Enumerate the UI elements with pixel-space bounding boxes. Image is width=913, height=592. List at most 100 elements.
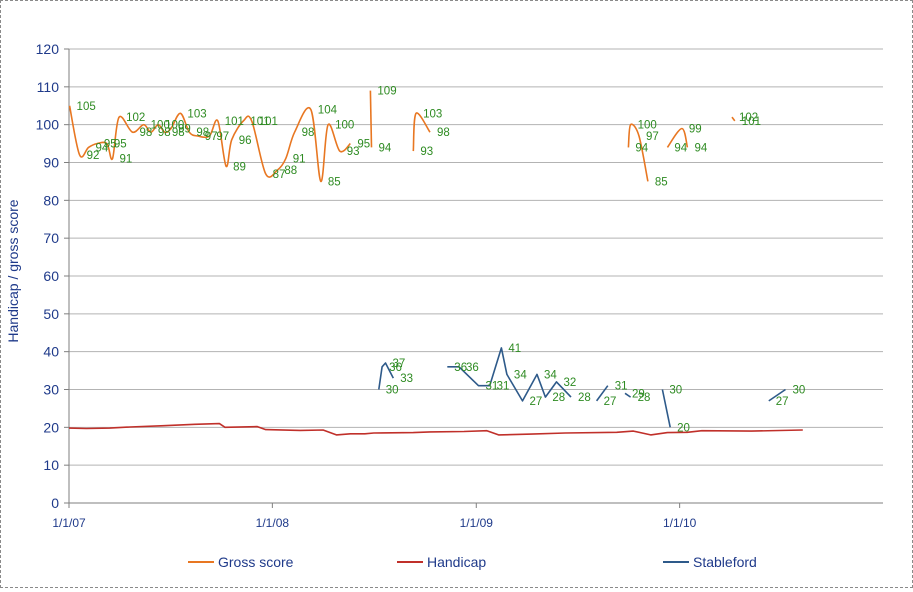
gross-score-data-label: 103 <box>187 108 206 120</box>
gross-score-data-label: 98 <box>140 127 153 139</box>
gross-score-data-label: 100 <box>151 120 170 132</box>
stableford-data-label: 36 <box>454 362 467 374</box>
y-tick-label: 70 <box>43 230 59 246</box>
y-tick-label: 100 <box>36 117 60 133</box>
y-tick-label: 60 <box>43 268 59 284</box>
stableford-line <box>378 362 395 390</box>
stableford-line <box>624 392 632 398</box>
grid-layer <box>69 48 883 466</box>
gross-score-data-label: 100 <box>165 120 184 132</box>
gross-score-data-label: 100 <box>335 120 354 132</box>
gross-score-data-label: 94 <box>635 142 648 154</box>
gross-score-data-label: 98 <box>158 127 171 139</box>
gross-score-data-label: 99 <box>689 123 702 135</box>
gross-score-data-label: 95 <box>114 139 127 151</box>
y-tick-label: 80 <box>43 192 59 208</box>
gross-score-data-label: 99 <box>178 123 191 135</box>
gross-score-data-label: 85 <box>655 176 668 188</box>
stableford-data-label: 36 <box>466 362 479 374</box>
stableford-data-label: 30 <box>386 385 399 397</box>
gross-score-line <box>412 112 431 152</box>
y-tick-label: 0 <box>51 495 59 511</box>
gross-score-data-label: 94 <box>379 142 392 154</box>
gross-score-data-label: 102 <box>739 112 758 124</box>
stableford-data-label: 20 <box>677 422 690 434</box>
x-tick-label: 1/1/07 <box>52 516 86 530</box>
handicap-line <box>68 422 803 436</box>
gross-score-line <box>369 90 373 148</box>
y-tick-label: 50 <box>43 306 59 322</box>
stableford-data-label: 36 <box>389 362 402 374</box>
stableford-data-label: 28 <box>638 392 651 404</box>
stableford-data-label: 31 <box>615 381 628 393</box>
stableford-data-label: 28 <box>552 392 565 404</box>
stableford-data-label: 27 <box>776 396 789 408</box>
gross-score-data-label: 85 <box>328 176 341 188</box>
gross-score-data-label: 101 <box>259 116 278 128</box>
y-tick-label: 40 <box>43 344 59 360</box>
stableford-line <box>447 347 572 402</box>
gross-score-data-label: 105 <box>77 101 96 113</box>
gross-score-data-label: 94 <box>674 142 687 154</box>
stableford-data-label: 28 <box>578 392 591 404</box>
stableford-line <box>661 389 671 428</box>
gross-score-data-label: 98 <box>172 127 185 139</box>
legend-label-handicap: Handicap <box>427 554 486 570</box>
stableford-data-label: 34 <box>514 369 527 381</box>
stableford-data-label: 27 <box>530 396 543 408</box>
gross-score-data-label: 88 <box>284 165 297 177</box>
gross-score-data-label: 98 <box>437 127 450 139</box>
stableford-data-label: 34 <box>544 369 557 381</box>
axes-layer: 0 10 20 30 40 50 60 70 80 90 100 110 120 1/1/07 1/1/08… <box>36 41 883 530</box>
stableford-data-label: 31 <box>497 381 510 393</box>
legend-label-gross-score: Gross score <box>218 554 294 570</box>
gross-score-data-label: 101 <box>742 116 761 128</box>
gross-score-data-label: 93 <box>347 146 360 158</box>
y-tick-label: 120 <box>36 41 60 57</box>
gross-score-line <box>666 127 689 148</box>
gross-score-data-label: 98 <box>302 127 315 139</box>
stableford-data-label: 30 <box>792 385 805 397</box>
stableford-line <box>768 388 786 402</box>
gross-score-data-label: 100 <box>638 120 657 132</box>
gross-score-data-label: 97 <box>205 131 218 143</box>
gross-score-data-label: 92 <box>87 150 100 162</box>
y-tick-label: 90 <box>43 155 59 171</box>
x-tick-label: 1/1/10 <box>663 516 697 530</box>
stableford-data-label: 32 <box>564 377 577 389</box>
gross-score-data-label: 101 <box>250 116 269 128</box>
gross-score-data-label: 103 <box>423 108 442 120</box>
gross-score-data-label: 102 <box>126 112 145 124</box>
gross-score-data-label: 97 <box>646 131 659 143</box>
y-axis-title: Handicap / gross score <box>5 199 21 342</box>
gross-score-data-label: 89 <box>233 161 246 173</box>
gross-score-line <box>68 105 351 183</box>
stableford-data-label: 41 <box>508 343 521 355</box>
gross-score-data-label: 94 <box>96 142 109 154</box>
legend: Gross score Handicap Stableford <box>188 554 757 570</box>
gross-score-data-label: 98 <box>196 127 209 139</box>
gross-score-line <box>627 123 649 182</box>
gross-score-data-label: 94 <box>694 142 707 154</box>
stableford-data-label: 31 <box>486 381 499 393</box>
gross-score-data-label: 91 <box>293 154 306 166</box>
stableford-data-label: 30 <box>669 385 682 397</box>
y-tick-label: 110 <box>37 79 60 95</box>
series-layer <box>68 90 803 436</box>
gross-score-data-label: 96 <box>239 135 252 147</box>
gross-score-data-label: 87 <box>273 169 286 181</box>
y-tick-label: 20 <box>43 419 59 435</box>
legend-label-stableford: Stableford <box>693 554 757 570</box>
gross-score-data-label: 97 <box>216 131 229 143</box>
stableford-data-label: 37 <box>392 358 405 370</box>
x-tick-label: 1/1/09 <box>460 516 494 530</box>
gross-score-data-label: 95 <box>104 139 117 151</box>
stableford-data-label: 27 <box>604 396 617 408</box>
gross-score-data-label: 109 <box>377 86 396 98</box>
gross-score-data-label: 101 <box>225 116 244 128</box>
gross-score-data-label: 104 <box>318 105 338 117</box>
stableford-data-label: 33 <box>400 373 413 385</box>
